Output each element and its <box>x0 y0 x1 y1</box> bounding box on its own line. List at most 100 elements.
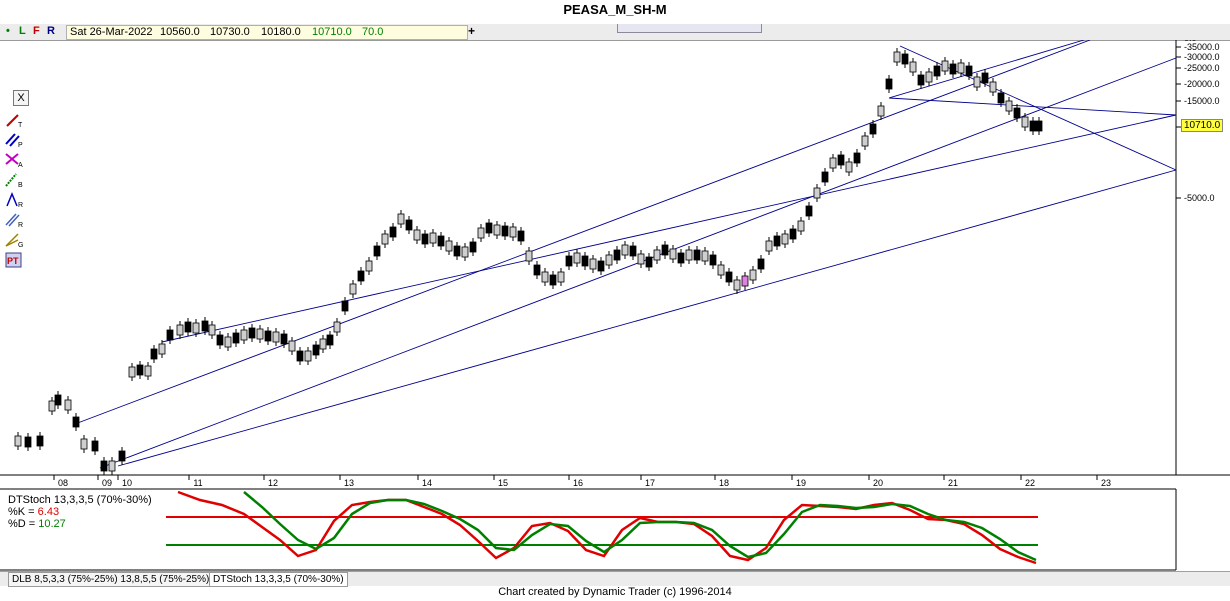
candle-body <box>661 244 669 256</box>
candle-body <box>1021 116 1029 128</box>
tab-dlb[interactable]: DLB 8,5,3,3 (75%-25%) 13,8,5,5 (75%-25%) <box>8 572 214 587</box>
r-button[interactable]: R <box>47 25 55 37</box>
candle-body <box>304 350 312 362</box>
tool-label: G <box>18 242 23 249</box>
candle-body <box>166 329 174 341</box>
candle-body <box>765 240 773 252</box>
candle-body <box>389 226 397 238</box>
candle-body <box>733 279 741 291</box>
candle-body <box>118 450 126 462</box>
candle-body <box>453 245 461 257</box>
candle-body <box>232 332 240 344</box>
chart-canvas[interactable]: 0.0-35000.0-30000.0-25000.0 -20000.0 -1500… <box>0 40 1230 572</box>
candle-body <box>256 328 264 340</box>
candle-body <box>845 161 853 173</box>
time-tick-label: 13 <box>344 478 354 488</box>
f-button[interactable]: F <box>33 25 40 37</box>
candle-body <box>589 258 597 270</box>
time-tick-label: 09 <box>102 478 112 488</box>
time-tick-label: 15 <box>498 478 508 488</box>
close-tools-button[interactable]: X <box>13 90 29 106</box>
candle-body <box>201 320 209 332</box>
time-tick-label: 22 <box>1025 478 1035 488</box>
candle-body <box>997 92 1005 104</box>
tool-label: T <box>18 122 23 129</box>
tool-label: B <box>18 182 23 189</box>
candle-body <box>208 324 216 336</box>
candle-body <box>1005 100 1013 112</box>
candle-body <box>469 241 477 253</box>
footer-credit: Chart created by Dynamic Trader (c) 1996… <box>498 586 732 598</box>
candle-body <box>341 300 349 312</box>
candle-body <box>36 435 44 447</box>
candle-body <box>485 222 493 234</box>
candle-body <box>381 233 389 245</box>
candle-body <box>701 250 709 262</box>
candle-body <box>517 230 525 242</box>
quote-high: 10730.0 <box>210 26 250 38</box>
candle-body <box>91 440 99 452</box>
drawing-tools-panel: T P A B R R G PT <box>2 110 28 270</box>
quote-box: Sat 26-Mar-2022 10560.0 10730.0 10180.0 … <box>66 25 468 40</box>
time-tick-label: 10 <box>122 478 132 488</box>
alternate-tool[interactable]: A <box>2 150 26 170</box>
candle-body <box>80 438 88 450</box>
quote-date: Sat 26-Mar-2022 <box>70 26 153 38</box>
channel-line <box>117 169 1177 467</box>
l-button[interactable]: L <box>19 25 26 37</box>
price-time-tool[interactable]: PT <box>2 250 26 270</box>
channel-line <box>74 40 1091 425</box>
candle-body <box>437 235 445 247</box>
price-tick-label: 0.0 <box>1184 40 1197 43</box>
tab-dtstoch[interactable]: DTStoch 13,3,3,5 (70%-30%) <box>209 572 348 587</box>
candle-body <box>573 252 581 264</box>
candle-body <box>621 244 629 256</box>
candle-body <box>421 233 429 245</box>
period-tabs[interactable] <box>617 24 762 33</box>
gann-tool[interactable]: G <box>2 230 26 250</box>
candle-body <box>144 365 152 377</box>
candle-body <box>14 435 22 447</box>
ratio-tool[interactable]: R <box>2 210 26 230</box>
candle-body <box>813 187 821 199</box>
candle-body <box>1035 120 1043 132</box>
add-button[interactable]: + <box>468 24 476 38</box>
candle-body <box>312 344 320 356</box>
tool-label: R <box>18 222 23 229</box>
candle-body <box>869 123 877 135</box>
channel-line <box>899 45 1177 171</box>
last-price-tag: 10710.0 <box>1181 119 1224 132</box>
candle-body <box>837 154 845 166</box>
trendline-tool[interactable]: T <box>2 110 26 130</box>
candle-body <box>877 105 885 117</box>
candle-body <box>216 334 224 346</box>
candle-body <box>965 65 973 77</box>
candle-body <box>264 330 272 342</box>
time-tick-label: 23 <box>1101 478 1111 488</box>
candle-body <box>669 248 677 260</box>
candle-body <box>717 264 725 276</box>
oscillator-legend: DTStoch 13,3,3,5 (70%-30%) %K = 6.43 %D … <box>8 494 152 530</box>
candle-body <box>901 53 909 65</box>
candle-body <box>365 260 373 272</box>
status-dot-icon: • <box>6 25 10 37</box>
candle-body <box>176 324 184 336</box>
candle-body <box>108 460 116 472</box>
candle-body <box>677 252 685 264</box>
indicator-tabs: DLB 8,5,3,3 (75%-25%) 13,8,5,5 (75%-25%)… <box>0 571 1230 587</box>
stochastic-oscillator <box>166 490 1038 565</box>
band-tool[interactable]: B <box>2 170 26 190</box>
candle-body <box>909 61 917 73</box>
time-tick-label: 18 <box>719 478 729 488</box>
candle-body <box>349 283 357 295</box>
retracement-tool[interactable]: R <box>2 190 26 210</box>
candle-body <box>925 71 933 83</box>
price-tick-label: -5000.0 <box>1184 193 1215 203</box>
candle-body <box>549 274 557 286</box>
parallel-tool[interactable]: P <box>2 130 26 150</box>
candle-body <box>693 249 701 261</box>
channel-line <box>888 40 1085 99</box>
price-tick-label: -15000.0 <box>1184 96 1220 106</box>
candle-body <box>445 240 453 252</box>
tool-label: A <box>18 162 23 169</box>
